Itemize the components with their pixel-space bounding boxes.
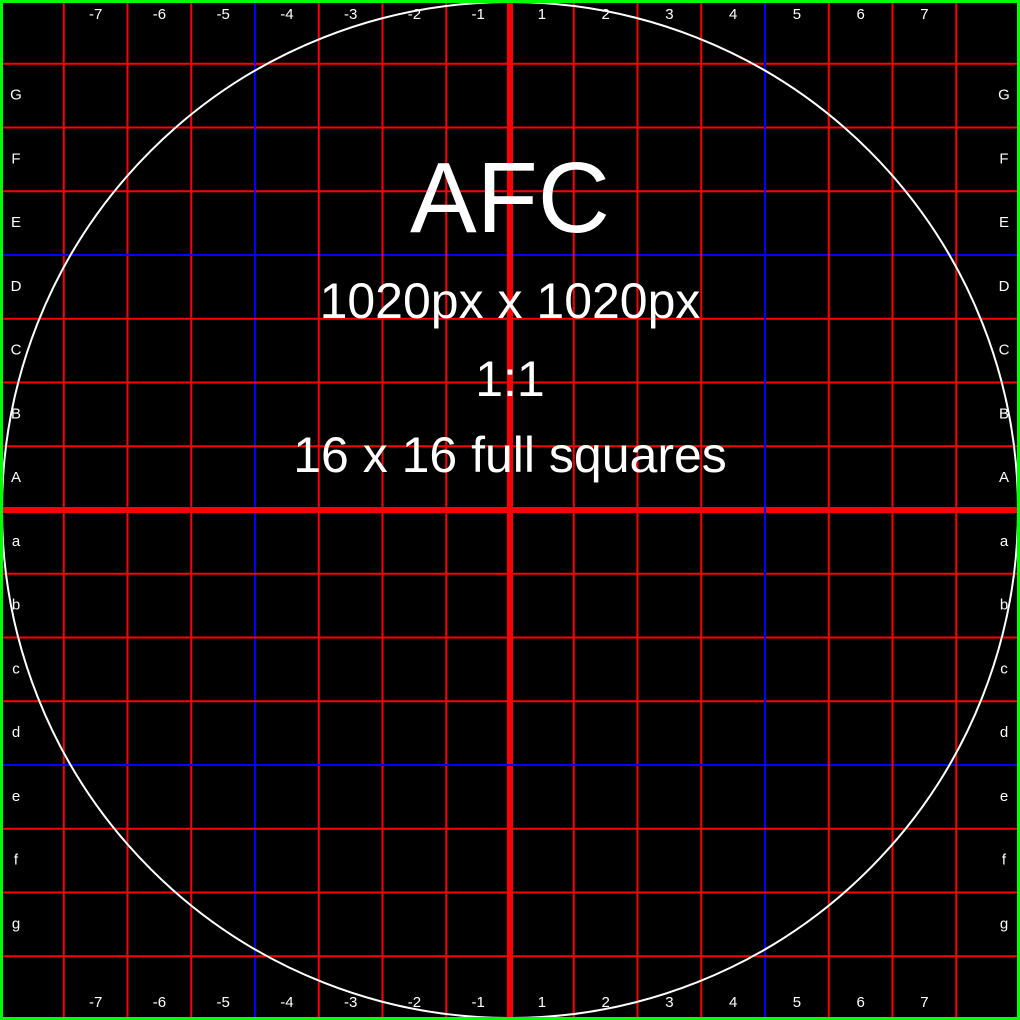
column-label-top: -6 <box>153 6 166 23</box>
row-label-right: F <box>999 150 1008 167</box>
ratio-text: 1:1 <box>475 351 545 407</box>
row-label-right: A <box>999 469 1009 486</box>
column-label-bottom: -6 <box>153 994 166 1011</box>
column-label-bottom: 3 <box>665 994 673 1011</box>
row-label-right: C <box>999 342 1010 359</box>
row-label-right: E <box>999 214 1009 231</box>
row-label-right: a <box>1000 533 1009 550</box>
column-label-top: 2 <box>601 6 609 23</box>
column-label-bottom: -7 <box>89 994 102 1011</box>
column-label-top: -3 <box>344 6 357 23</box>
row-label-right: g <box>1000 915 1008 932</box>
dimensions-text: 1020px x 1020px <box>320 273 701 329</box>
row-label-right: f <box>1002 852 1007 869</box>
squares-text: 16 x 16 full squares <box>293 427 727 483</box>
row-label-left: F <box>11 150 20 167</box>
row-label-left: b <box>12 597 20 614</box>
title-text: AFC <box>410 142 610 254</box>
row-label-left: E <box>11 214 21 231</box>
column-label-bottom: 4 <box>729 994 737 1011</box>
column-label-top: -7 <box>89 6 102 23</box>
row-label-right: e <box>1000 788 1008 805</box>
column-label-top: 3 <box>665 6 673 23</box>
column-label-bottom: 5 <box>793 994 801 1011</box>
row-label-left: a <box>12 533 21 550</box>
column-label-top: 1 <box>538 6 546 23</box>
column-label-top: -2 <box>408 6 421 23</box>
column-label-bottom: -3 <box>344 994 357 1011</box>
column-label-bottom: 2 <box>601 994 609 1011</box>
row-label-left: g <box>12 915 20 932</box>
column-label-top: 5 <box>793 6 801 23</box>
column-label-top: 6 <box>856 6 864 23</box>
column-label-bottom: -4 <box>280 994 293 1011</box>
row-label-left: c <box>12 660 20 677</box>
grid-labels: -7 -7 -6 -6 -5 -5 -4 -4 -3 -3 -2 -2 -1 -1 1 1 2 2 3 3 4 4 5 5 6 6… <box>10 6 1010 1011</box>
row-label-left: D <box>11 278 22 295</box>
column-label-bottom: -5 <box>216 994 229 1011</box>
row-label-left: C <box>11 342 22 359</box>
column-label-top: -5 <box>216 6 229 23</box>
row-label-left: e <box>12 788 20 805</box>
row-label-left: B <box>11 405 21 422</box>
column-label-top: 7 <box>920 6 928 23</box>
row-label-left: A <box>11 469 21 486</box>
row-label-right: b <box>1000 597 1008 614</box>
row-label-right: D <box>999 278 1010 295</box>
row-label-right: G <box>998 87 1010 104</box>
row-label-left: f <box>14 852 19 869</box>
column-label-top: -1 <box>471 6 484 23</box>
row-label-right: c <box>1000 660 1008 677</box>
column-label-top: -4 <box>280 6 293 23</box>
column-label-bottom: 6 <box>856 994 864 1011</box>
column-label-bottom: -2 <box>408 994 421 1011</box>
column-label-top: 4 <box>729 6 737 23</box>
row-label-right: B <box>999 405 1009 422</box>
row-label-left: d <box>12 724 20 741</box>
row-label-right: d <box>1000 724 1008 741</box>
column-label-bottom: 7 <box>920 994 928 1011</box>
row-label-left: G <box>10 87 22 104</box>
column-label-bottom: 1 <box>538 994 546 1011</box>
column-label-bottom: -1 <box>471 994 484 1011</box>
